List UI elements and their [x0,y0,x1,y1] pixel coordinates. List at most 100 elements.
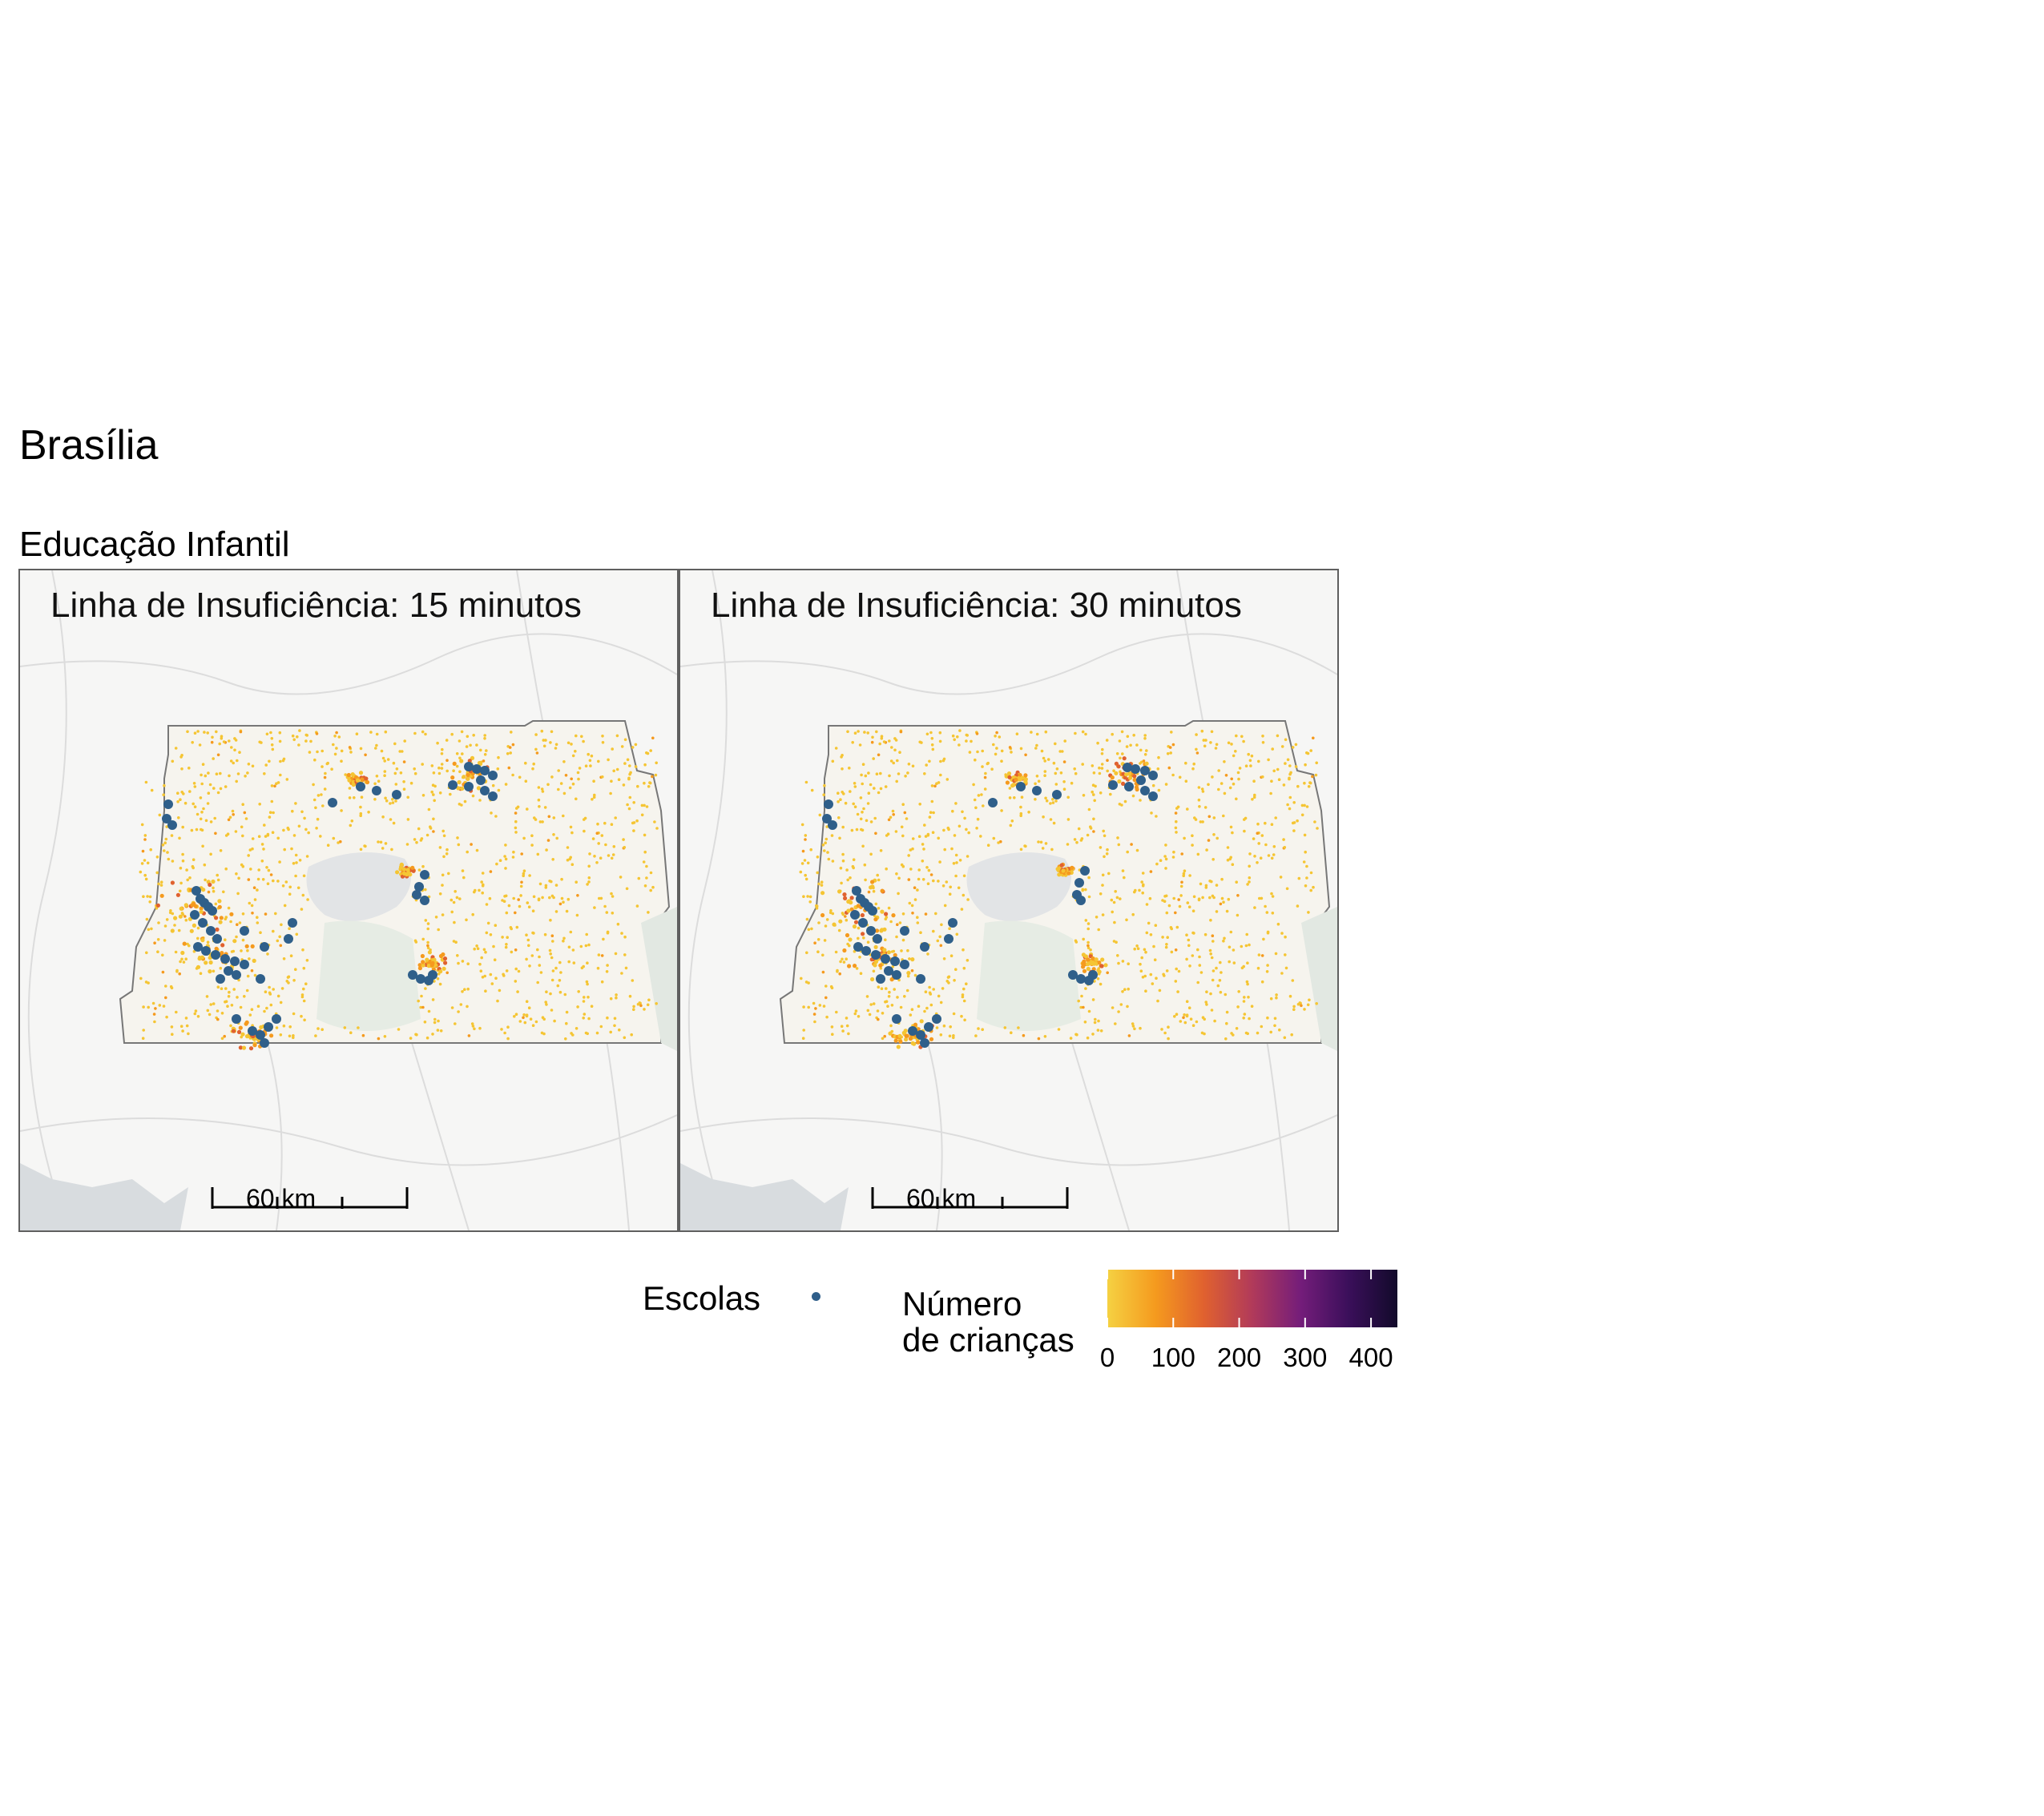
children-cell [187,944,191,948]
children-cell [364,844,367,848]
children-cell [430,790,433,794]
children-cell [438,982,442,986]
children-cell [821,970,825,974]
children-cell [1055,767,1059,771]
children-cell [156,950,159,953]
children-cell [1262,937,1265,941]
children-cell [841,791,844,794]
children-cell [841,859,845,863]
children-cell [276,994,280,998]
children-cell [305,959,309,962]
children-cell [1066,871,1071,876]
children-cell [290,847,293,851]
children-cell [538,805,541,808]
scale-bar-label: 60 km [246,1184,316,1213]
children-cell [1151,982,1155,985]
children-cell [1051,801,1055,804]
children-cell [1135,787,1139,792]
children-cell [849,896,854,900]
children-cell [534,733,538,736]
children-cell [270,799,274,803]
school-point [260,942,269,952]
children-cell [1242,1017,1245,1020]
children-cell [1211,858,1215,861]
children-cell [601,775,604,779]
children-cell [1042,756,1046,760]
children-cell [1164,867,1167,870]
children-cell [604,843,607,847]
children-cell [229,759,233,763]
children-cell [1117,1010,1120,1013]
children-cell [643,781,646,785]
children-cell [513,1015,516,1018]
school-point [988,798,998,807]
children-cell [1271,912,1275,915]
children-cell [162,1005,166,1008]
children-cell [880,737,884,740]
school-point [472,764,482,774]
children-cell [976,817,980,821]
children-cell [1171,856,1175,859]
children-cell [1149,972,1153,976]
children-cell [1256,1031,1260,1035]
children-cell [1211,894,1215,898]
children-cell [189,928,194,933]
children-cell [1230,777,1233,781]
children-cell [296,735,299,739]
children-cell [834,950,838,954]
children-cell [1273,1017,1277,1021]
school-point [230,956,240,966]
children-cell [932,988,935,991]
children-cell [855,967,859,970]
children-cell [509,751,512,755]
children-cell [181,825,184,829]
children-cell [599,1025,603,1029]
school-point [216,974,225,984]
children-cell [1203,744,1207,748]
children-cell [571,948,575,952]
children-cell [1266,931,1270,935]
children-cell [946,976,950,979]
children-cell [1195,1020,1199,1024]
children-cell [349,823,353,827]
children-cell [383,770,387,773]
children-cell [837,800,840,803]
children-cell [216,791,220,795]
children-cell [892,813,895,816]
children-cell [1304,884,1308,888]
children-cell [881,1012,885,1015]
children-cell [1116,836,1119,840]
children-cell [800,862,804,865]
children-cell [887,906,891,910]
children-cell [1200,787,1204,791]
children-cell [397,1028,401,1031]
children-cell [1115,752,1119,755]
children-cell [856,904,861,908]
children-cell [139,870,143,874]
children-cell [867,791,871,795]
children-cell [613,1017,617,1021]
children-cell [227,995,231,998]
children-cell [475,848,479,852]
children-cell [1143,948,1147,952]
children-cell [510,731,513,734]
children-cell [181,1029,184,1033]
children-cell [613,1024,616,1028]
children-cell [903,995,906,998]
children-cell [1288,807,1292,811]
children-cell [1304,850,1307,854]
children-cell [236,759,239,763]
children-cell [1314,773,1318,777]
children-cell [471,794,475,798]
children-cell [278,935,282,939]
children-cell [886,950,891,955]
children-cell [965,733,969,737]
children-cell [1059,771,1063,775]
children-cell [457,843,461,847]
children-cell [1315,761,1318,765]
children-cell [280,987,284,990]
children-cell [1097,969,1102,974]
children-cell [519,884,523,888]
children-cell [888,774,891,778]
children-cell [1306,1003,1310,1007]
